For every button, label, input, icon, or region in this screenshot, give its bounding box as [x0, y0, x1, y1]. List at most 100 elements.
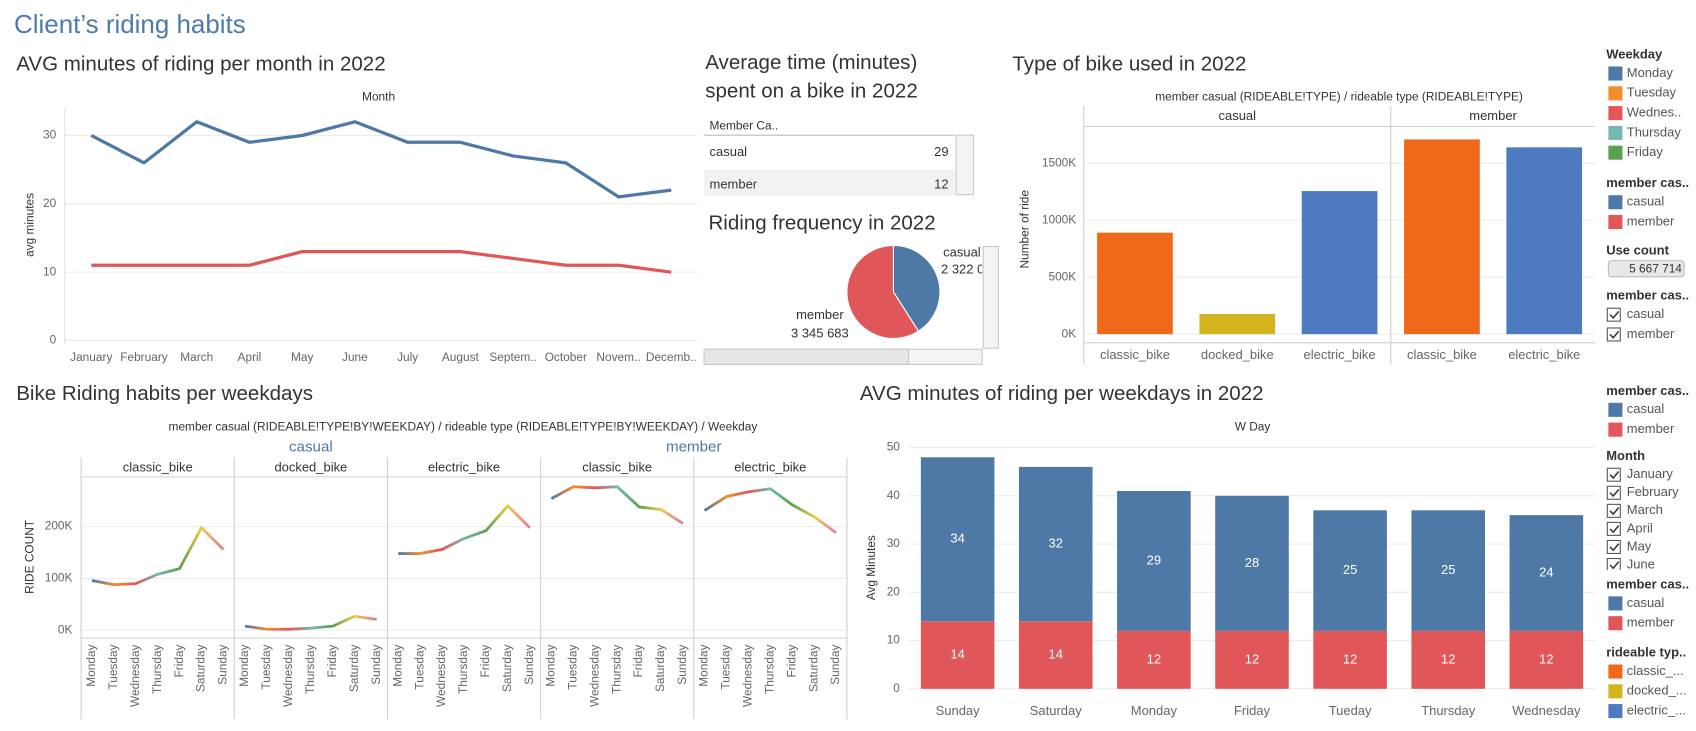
- bar: [1404, 139, 1480, 335]
- chart-title: Riding frequency in 2022: [708, 211, 935, 234]
- legend-swatch: [1608, 106, 1623, 121]
- x-tick-label: Saturday: [806, 644, 820, 692]
- legend-label: casual: [1627, 194, 1665, 209]
- x-tick-label: classic_bike: [1100, 347, 1170, 362]
- x-tick-label: Monday: [390, 644, 404, 686]
- legend-swatch: [1608, 684, 1623, 699]
- bar-segment: [1509, 630, 1584, 689]
- scrollbar[interactable]: [982, 246, 999, 349]
- x-tick-label: Wednesday: [1512, 703, 1581, 718]
- x-tick-label: Sunday: [828, 644, 842, 684]
- y-tick-label: 30: [43, 128, 57, 142]
- checkbox[interactable]: [1606, 539, 1621, 554]
- legend-swatch: [1608, 195, 1623, 210]
- y-axis-label: RIDE COUNT: [22, 520, 36, 594]
- value-label: 34: [950, 531, 964, 546]
- checkbox[interactable]: [1606, 503, 1621, 518]
- x-tick-label: Monday: [1131, 703, 1178, 718]
- legend-label: Friday: [1627, 144, 1664, 159]
- chart-title: Average time (minutes) spent on a bike i…: [705, 51, 918, 103]
- bar: [1097, 232, 1173, 335]
- chart-title: Type of bike used in 2022: [1012, 52, 1246, 75]
- bar-segment: [1117, 630, 1191, 689]
- y-tick-label: 50: [887, 440, 901, 454]
- table-cell: member: [710, 176, 758, 191]
- x-tick-label: Friday: [631, 644, 645, 677]
- x-tick-label: April: [238, 350, 262, 364]
- x-tick-label: electric_bike: [1304, 347, 1376, 362]
- line: [703, 487, 837, 534]
- x-tick-label: Novem..: [596, 350, 640, 364]
- legend-title: rideable typ..: [1606, 645, 1686, 660]
- x-tick-label: Wednesday: [128, 644, 142, 707]
- value-label: 14: [1049, 646, 1063, 661]
- y-tick-label: 0: [50, 333, 57, 347]
- legend-swatch: [1608, 596, 1623, 611]
- checkbox[interactable]: [1606, 521, 1621, 536]
- x-tick-label: Friday: [172, 644, 186, 677]
- chart-title: AVG minutes of riding per weekdays in 20…: [860, 382, 1264, 405]
- legend-label: member: [1627, 213, 1675, 228]
- y-tick-label: 30: [887, 536, 901, 550]
- bar-segment: [1313, 510, 1387, 631]
- x-tick-label: Sunday: [369, 644, 383, 684]
- pane-label: casual: [1219, 108, 1257, 123]
- x-tick-label: May: [291, 350, 313, 364]
- legend-label: April: [1627, 520, 1653, 535]
- table-cell: 29: [934, 144, 948, 159]
- x-tick-label: classic_bike: [1407, 347, 1477, 362]
- checkbox[interactable]: [1606, 327, 1621, 342]
- value-label: 28: [1245, 555, 1259, 570]
- y-tick-label: 1000K: [1042, 212, 1076, 226]
- value-label: 12: [1147, 651, 1161, 666]
- checkbox[interactable]: [1606, 485, 1621, 500]
- x-tick-label: Thursday: [150, 644, 164, 694]
- bar-segment: [920, 457, 995, 622]
- legend-section: member cas.. casual member: [1606, 175, 1689, 230]
- legend-swatch: [1608, 214, 1623, 230]
- x-tick-label: June: [342, 350, 368, 364]
- x-tick-label: electric_bike: [1508, 347, 1580, 362]
- value-label: 12: [1245, 651, 1259, 666]
- value-label: 12: [1441, 651, 1455, 666]
- checkbox[interactable]: [1606, 467, 1621, 482]
- pie-slice: [846, 244, 920, 339]
- y-tick-label: 40: [887, 488, 901, 502]
- legend-swatch: [1608, 66, 1623, 81]
- x-tick-label: February: [120, 350, 168, 364]
- legend-label: member: [1627, 615, 1675, 630]
- slider-value: 5 667 714: [1629, 261, 1682, 275]
- slider[interactable]: [1607, 260, 1685, 278]
- chart-title: AVG minutes of riding per month in 2022: [16, 52, 385, 75]
- checkbox[interactable]: [1606, 307, 1621, 322]
- legend-label: casual: [1627, 595, 1665, 610]
- pane-label: classic_bike: [123, 460, 193, 475]
- x-tick-label: Sunday: [522, 644, 536, 684]
- x-tick-label: Sunday: [216, 644, 230, 684]
- x-tick-label: Friday: [478, 644, 492, 677]
- check-mark: [1609, 543, 1620, 552]
- table-cell: casual: [710, 144, 748, 159]
- legend-label: member: [1627, 326, 1675, 341]
- legend-swatch: [1608, 704, 1623, 719]
- scrollbar[interactable]: [955, 134, 975, 196]
- legend-swatch: [1608, 402, 1623, 417]
- line: [244, 614, 377, 631]
- line: [91, 526, 225, 587]
- x-axis-label: Month: [362, 89, 395, 103]
- bar-segment: [1215, 630, 1289, 689]
- legend-label: June: [1627, 556, 1655, 571]
- pane-label: docked_bike: [274, 460, 347, 475]
- x-tick-label: Thursday: [1421, 703, 1476, 718]
- legend-label: casual: [1627, 306, 1665, 321]
- checkbox[interactable]: [1606, 557, 1621, 572]
- bar-segment: [1018, 466, 1093, 622]
- line: [90, 120, 672, 199]
- x-tick-label: Monday: [237, 644, 251, 686]
- slice-label: member: [796, 307, 844, 322]
- x-tick-label: Wednesday: [741, 644, 755, 707]
- bar-segment: [1117, 491, 1191, 631]
- scrollbar-thumb[interactable]: [703, 348, 910, 365]
- legend-title: Use count: [1606, 242, 1669, 257]
